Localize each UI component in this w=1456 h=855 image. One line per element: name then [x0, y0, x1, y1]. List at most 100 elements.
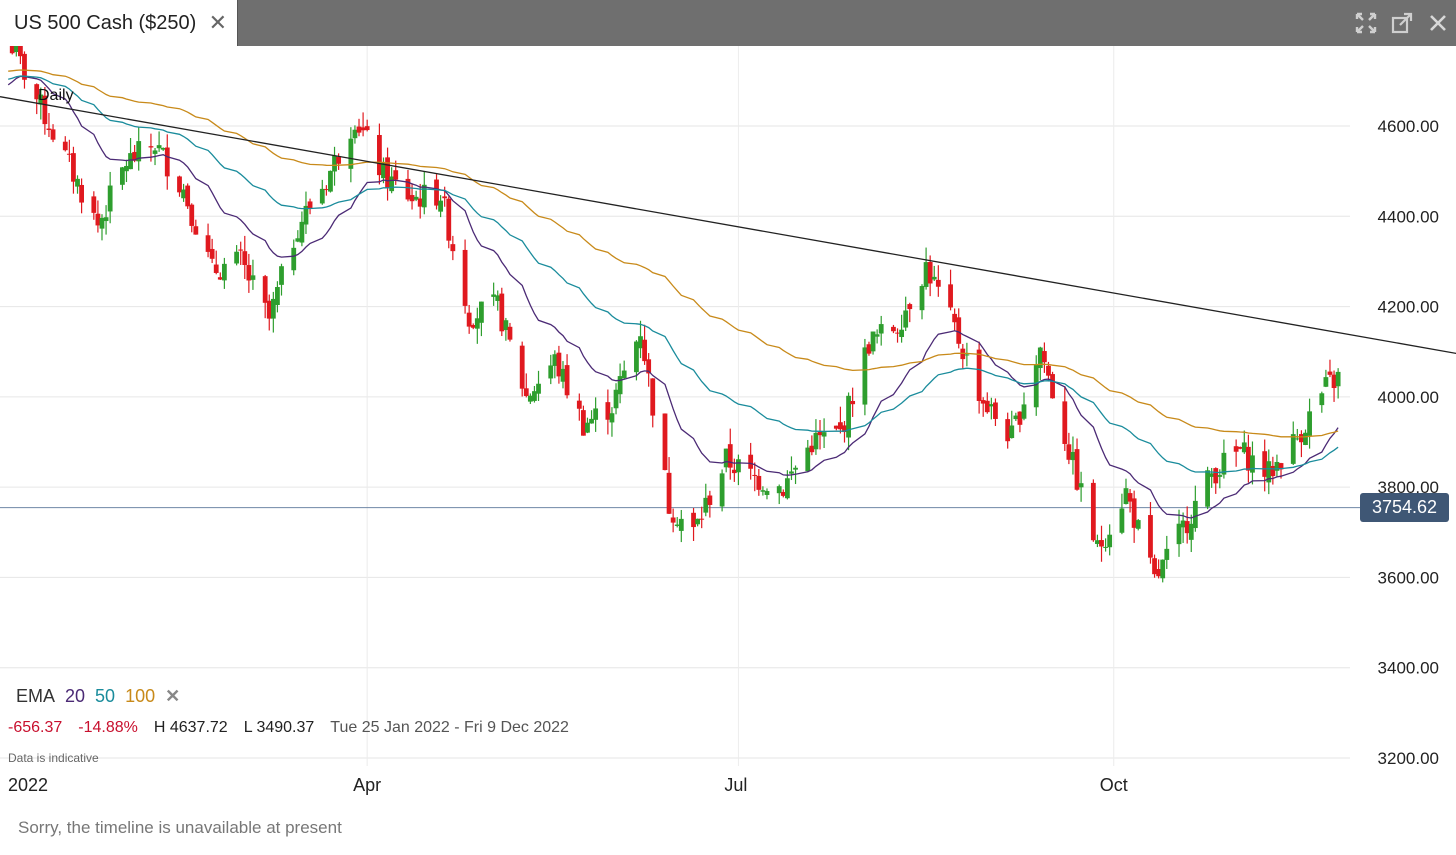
candle-body — [434, 179, 439, 206]
candle-body — [1135, 520, 1141, 529]
candle-body — [242, 251, 248, 265]
instrument-tab[interactable]: US 500 Cash ($250) ✕ — [0, 0, 238, 46]
popout-icon[interactable] — [1384, 5, 1420, 41]
candle-body — [499, 293, 505, 332]
candle-body — [1099, 540, 1104, 547]
ema-100-label[interactable]: 100 — [125, 686, 156, 706]
candle-body — [38, 94, 44, 105]
candle-body — [103, 217, 109, 222]
candle-body — [491, 294, 497, 297]
timeline-unavailable-message: Sorry, the timeline is unavailable at pr… — [18, 818, 342, 837]
candle-body — [381, 163, 386, 179]
candle-body — [156, 145, 162, 149]
x-tick-label: Jul — [724, 775, 747, 795]
candle-body — [988, 404, 994, 407]
candle-body — [50, 129, 56, 140]
candle-body — [1119, 508, 1125, 533]
candle-body — [593, 408, 599, 420]
candle-body — [809, 445, 815, 453]
candle-body — [862, 347, 868, 405]
ema-20-line — [7, 75, 1339, 519]
close-icon[interactable] — [1420, 5, 1456, 41]
candle-body — [695, 518, 701, 525]
ema-remove-icon[interactable]: ✕ — [165, 686, 181, 706]
candle-body — [666, 472, 672, 514]
candle-body — [307, 201, 313, 209]
candle-body — [1331, 374, 1337, 389]
expand-icon[interactable] — [1348, 5, 1384, 41]
candle-body — [1221, 452, 1227, 475]
candle-body — [209, 248, 215, 259]
candle-body — [842, 425, 847, 433]
candle-body — [564, 365, 570, 396]
candle-body — [523, 388, 529, 396]
candle-body — [838, 422, 843, 430]
candle-body — [319, 188, 325, 204]
chart-interval-label[interactable]: Daily — [38, 87, 74, 104]
candle-body — [364, 126, 370, 131]
candle-body — [213, 264, 219, 273]
candle-body — [107, 185, 113, 212]
candle-body — [980, 400, 986, 404]
candle-body — [784, 478, 790, 499]
candle-body — [507, 326, 513, 340]
candle-body — [336, 156, 342, 164]
candle-body — [833, 425, 839, 429]
ema-50-label[interactable]: 50 — [95, 686, 116, 706]
candle-body — [560, 368, 566, 382]
candle-body — [703, 497, 709, 513]
candle-body — [262, 276, 268, 303]
candle-body — [421, 184, 427, 208]
candle-body — [935, 279, 941, 287]
candle-body — [1127, 493, 1133, 502]
candle-body — [99, 217, 105, 229]
x-tick-label: Oct — [1100, 775, 1128, 795]
candle-body — [919, 286, 925, 311]
candle-body — [589, 418, 594, 424]
candle-body — [907, 304, 913, 310]
ema-label: EMA — [16, 686, 56, 706]
candle-body — [580, 410, 586, 436]
candle-body — [1250, 455, 1255, 473]
trendline[interactable] — [0, 96, 1456, 359]
candle-body — [634, 341, 639, 373]
candle-body — [474, 318, 480, 329]
candle-body — [356, 126, 362, 133]
candle-body — [1090, 482, 1096, 541]
candle-body — [1245, 446, 1251, 471]
candle-body — [585, 422, 590, 433]
candle-body — [352, 129, 358, 139]
candle-body — [895, 332, 900, 334]
candle-body — [760, 490, 766, 492]
candlestick-chart[interactable]: 3200.00 3400.00 3600.00 3800.00 4000.00 4200.… — [0, 46, 1456, 855]
candle-body — [1005, 419, 1011, 442]
candle-body — [1156, 569, 1162, 577]
ema-20-label[interactable]: 20 — [65, 686, 86, 706]
candle-body — [1303, 432, 1308, 445]
price-chart[interactable]: 3200.00 3400.00 3600.00 3800.00 4000.00 4200.… — [0, 46, 1456, 855]
candle-body — [299, 221, 305, 243]
price-change-percent: -14.88% — [78, 719, 138, 736]
candle-body — [442, 196, 448, 199]
candle-body — [42, 95, 48, 125]
candle-body — [776, 486, 782, 494]
candle-body — [1160, 559, 1166, 579]
candle-body — [413, 196, 419, 200]
y-tick-label: 4600.00 — [1378, 117, 1439, 136]
candle-body — [205, 235, 211, 252]
candle-body — [576, 400, 582, 409]
candle-body — [866, 344, 872, 354]
candle-body — [752, 474, 758, 476]
candle-body — [152, 150, 158, 154]
candle-body — [246, 265, 252, 281]
candle-body — [719, 473, 725, 507]
price-stats: -656.37 -14.88% H 4637.72 L 3490.37 Tue … — [8, 719, 569, 737]
price-change: -656.37 — [8, 719, 63, 736]
candle-body — [642, 339, 647, 362]
candle-body — [1335, 371, 1341, 387]
tab-close-icon[interactable]: ✕ — [208, 10, 227, 35]
candle-body — [303, 205, 309, 225]
candle-body — [527, 395, 533, 402]
candle-body — [405, 178, 411, 200]
candle-body — [1152, 558, 1157, 575]
